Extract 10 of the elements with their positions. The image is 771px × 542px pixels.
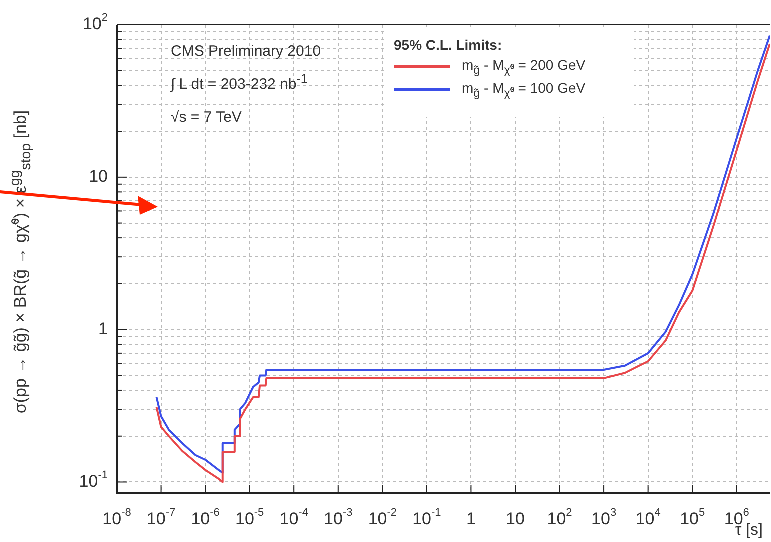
legend-title: 95% C.L. Limits:	[394, 37, 504, 53]
x-tick-label: 1	[466, 510, 476, 529]
x-tick-label: 10	[506, 510, 525, 529]
annotation: ∫ L dt = 203-232 nb$^{-1}$	[171, 72, 309, 93]
legend-label: m$_{g̃}$ - M$_{χ̃⁰}$ = 200 GeV	[462, 57, 586, 77]
annotation: CMS Preliminary 2010	[171, 43, 322, 60]
annotation: √s = 7 TeV	[171, 109, 243, 126]
y-tick-label: 1	[98, 320, 108, 339]
y-tick-label: 10	[89, 167, 108, 186]
legend-label: m$_{g̃}$ - M$_{χ̃⁰}$ = 100 GeV	[462, 80, 586, 100]
